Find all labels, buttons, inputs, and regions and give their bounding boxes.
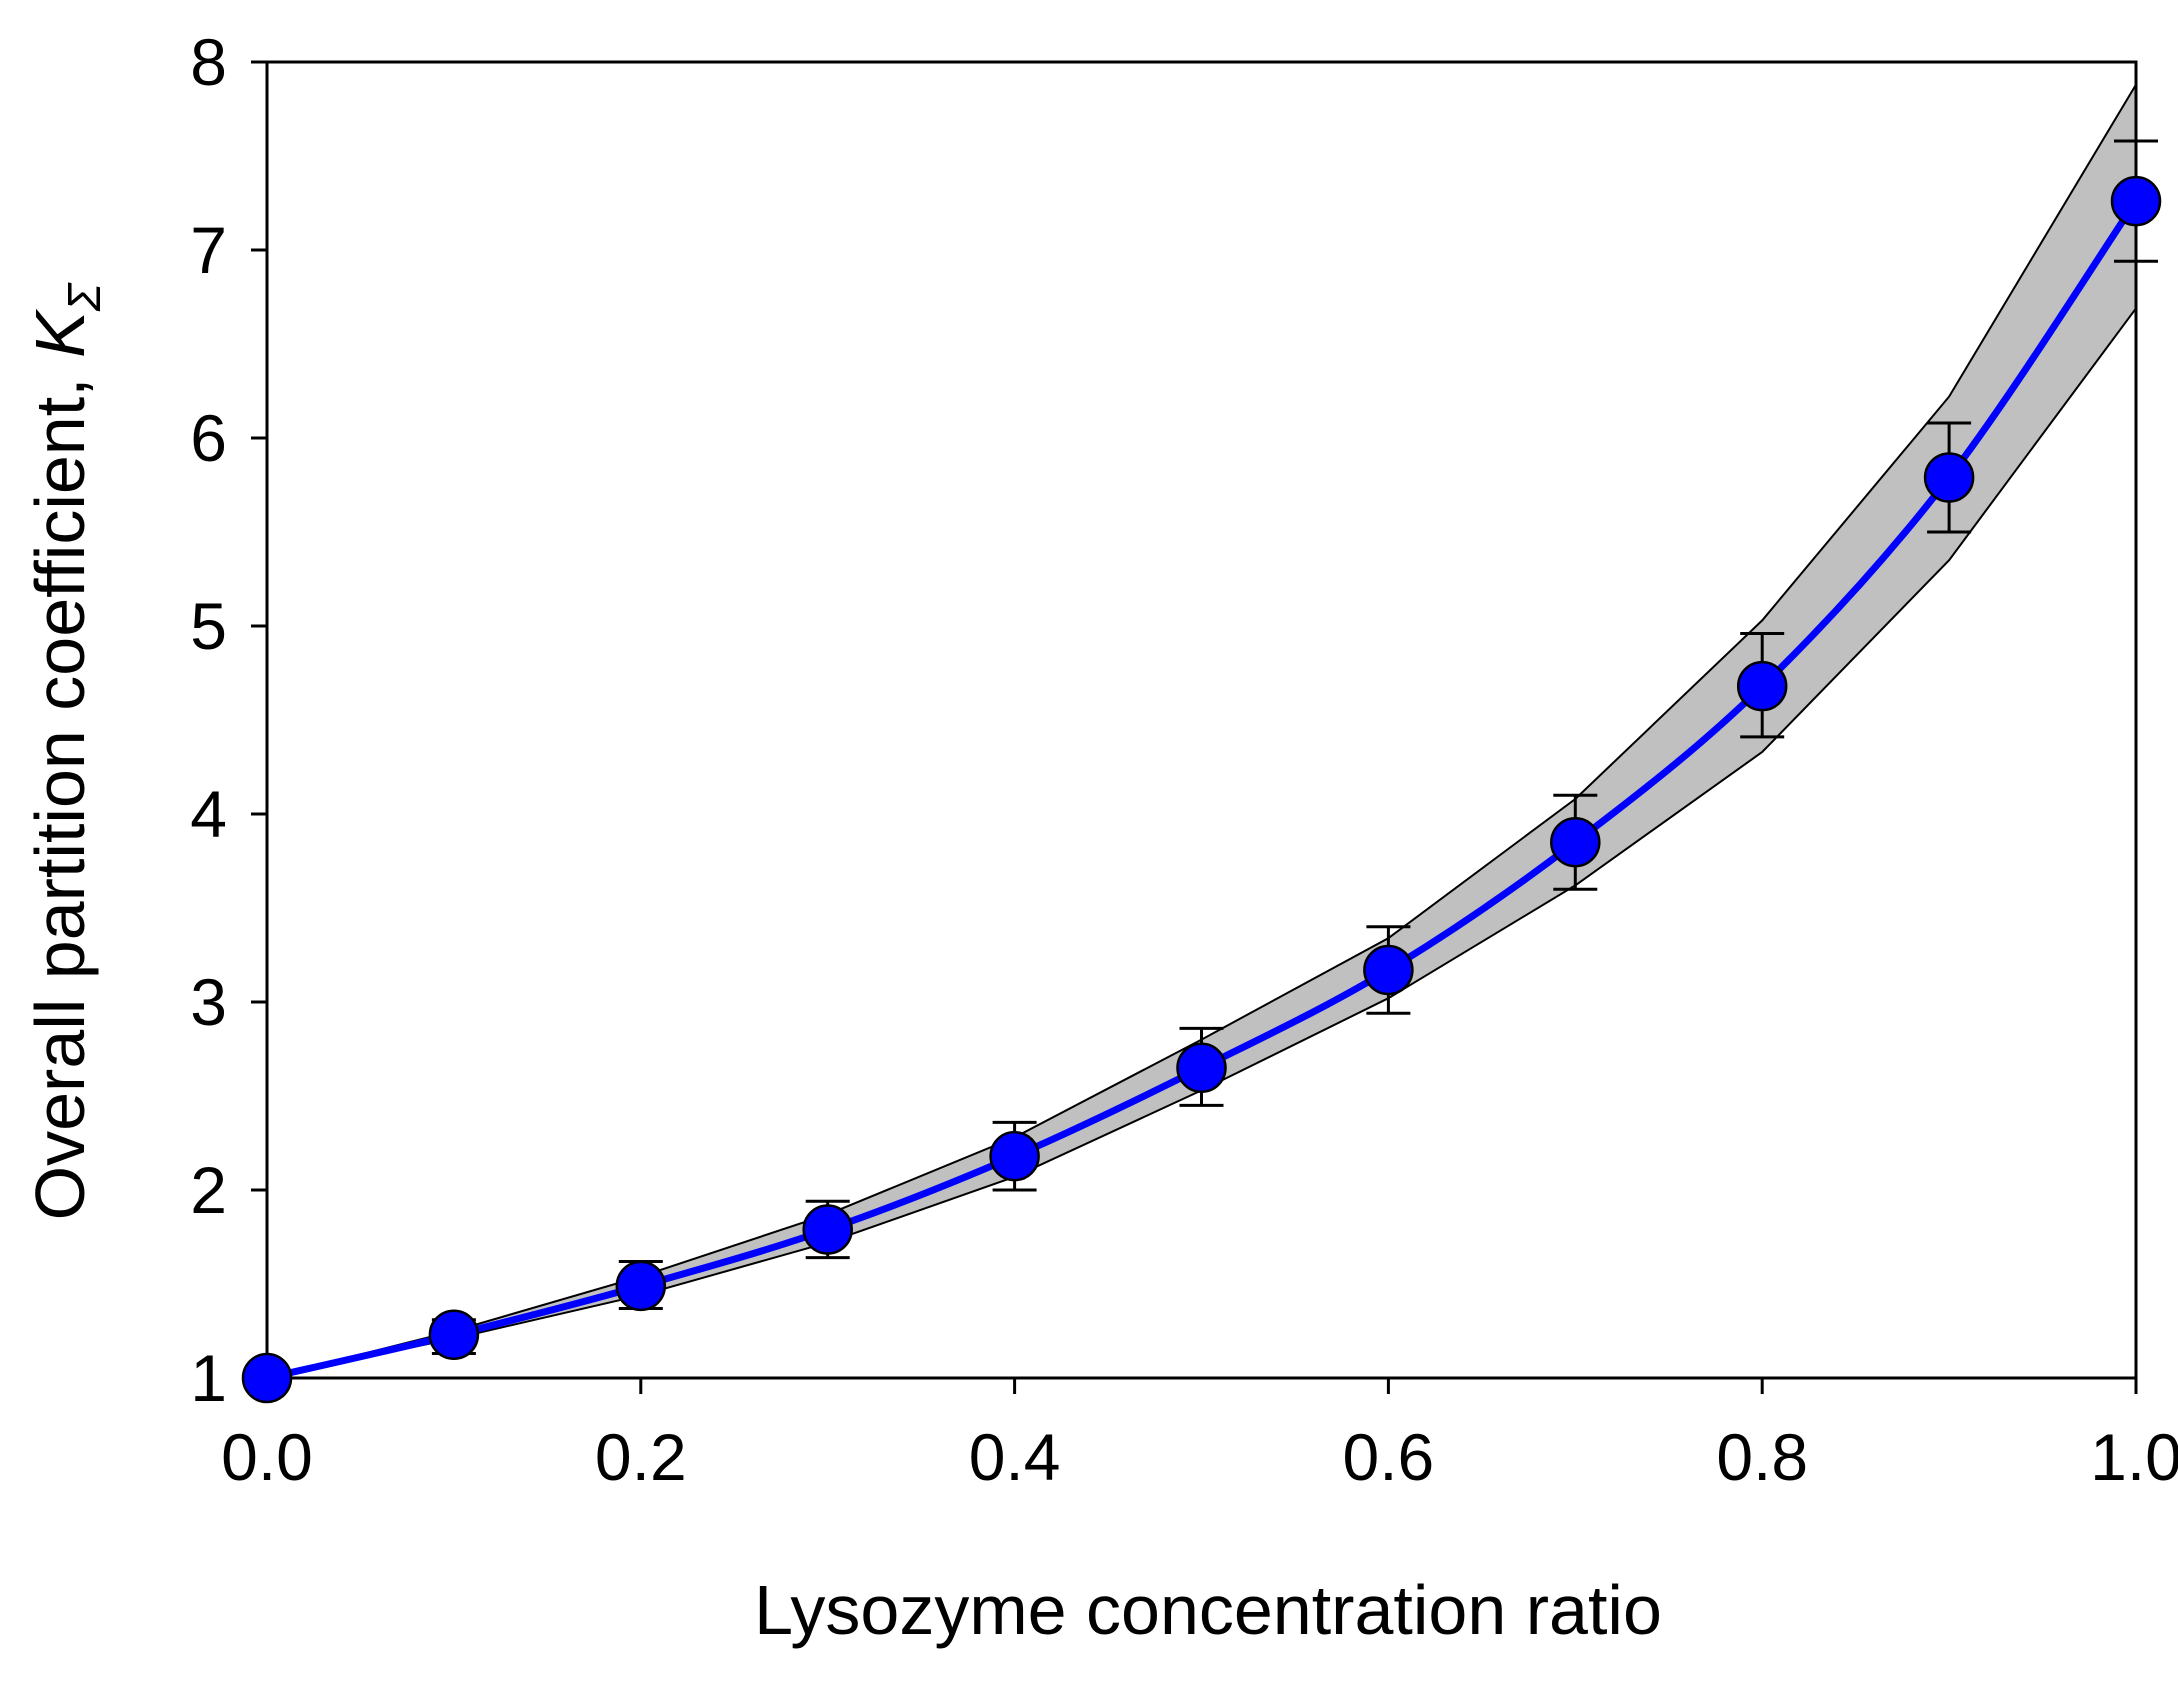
x-tick-label: 0.4 (969, 1420, 1061, 1494)
data-point (989, 1130, 1040, 1182)
series-layer (241, 139, 2162, 1404)
data-point (241, 1352, 293, 1404)
y-tick-label: 4 (190, 777, 227, 851)
data-point (615, 1260, 667, 1312)
tick-labels-layer: 0.0 0.2 0.4 0.6 0.8 1.0 1 2 3 4 5 6 7 8 (190, 25, 2178, 1494)
data-point (1736, 660, 1788, 712)
x-tick-label: 0.6 (1343, 1420, 1435, 1494)
data-point (428, 1309, 480, 1361)
y-tick-label: 8 (190, 25, 227, 99)
x-tick-label: 0.0 (221, 1420, 313, 1494)
data-point (1923, 452, 1975, 503)
y-tick-label: 2 (190, 1153, 227, 1227)
y-axis-title-subscript: Σ (58, 282, 110, 312)
x-axis-title: Lysozyme concentration ratio (754, 1571, 1662, 1649)
y-axis-title-symbol: K (21, 308, 99, 358)
y-tick-label: 5 (190, 589, 227, 663)
x-tick-label: 0.2 (595, 1420, 687, 1494)
data-point (2110, 175, 2162, 227)
y-axis-title: Overall partition coefficient, KΣ (21, 282, 110, 1220)
confidence-band-layer (266, 80, 2137, 1379)
series-line (266, 199, 2139, 1382)
data-point (1363, 944, 1414, 996)
y-axis-title-prefix: Overall partition coefficient, (21, 358, 99, 1220)
confidence-band (266, 80, 2137, 1379)
x-tick-label: 0.8 (1716, 1420, 1808, 1494)
y-tick-label: 3 (190, 965, 227, 1039)
x-tick-label: 1.0 (2090, 1420, 2178, 1494)
data-point (1176, 1042, 1227, 1094)
y-tick-label: 6 (190, 401, 227, 475)
data-point (1550, 816, 1601, 868)
y-tick-label: 1 (190, 1341, 227, 1415)
data-point (802, 1204, 853, 1255)
axes-layer (251, 60, 2138, 1394)
y-tick-label: 7 (190, 213, 227, 287)
plot-frame (265, 60, 2138, 1380)
